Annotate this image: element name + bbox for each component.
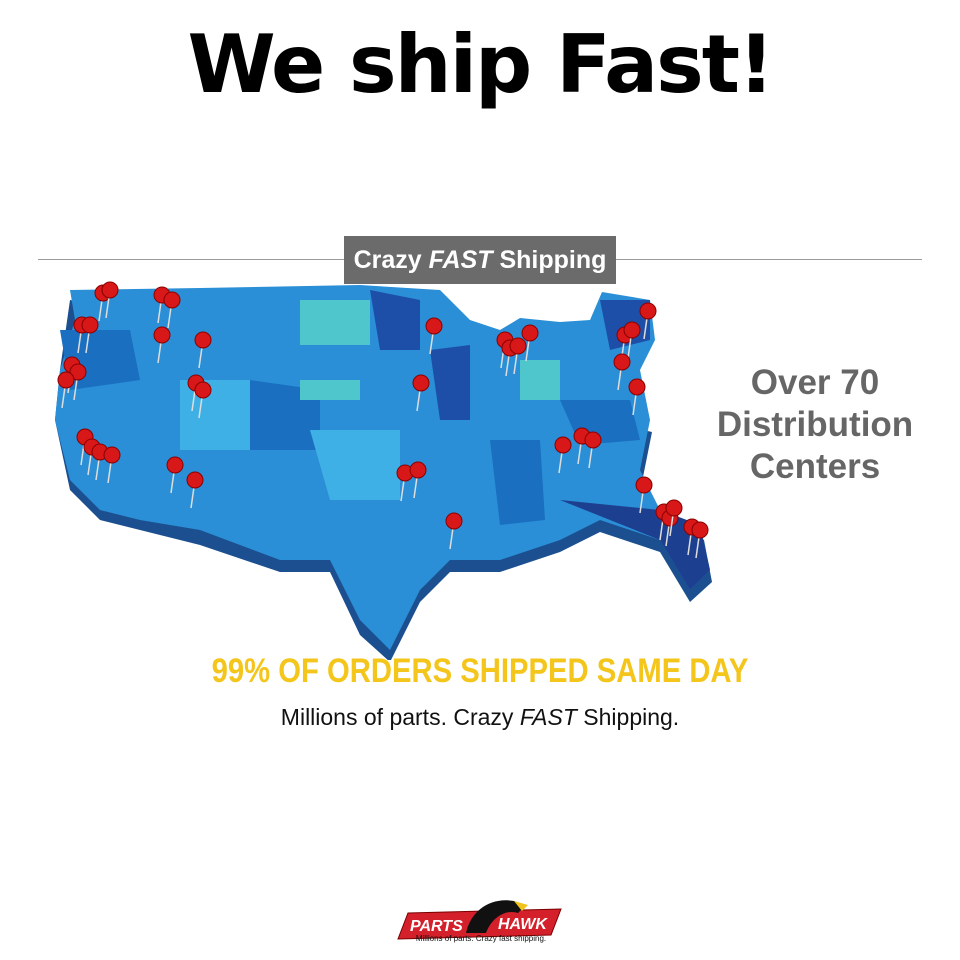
side-line-1: Over 70 [750, 363, 880, 402]
map-pin-icon [425, 317, 443, 335]
hawk-head-icon [466, 900, 526, 933]
map-pin-icon [103, 446, 121, 464]
side-line-2: Distribution [716, 405, 914, 444]
banner-text-3: Shipping [499, 246, 607, 274]
same-day-text: 99% OF ORDERS SHIPPED SAME DAY [211, 652, 749, 690]
logo-tagline: Millions of parts. Crazy fast shipping. [415, 934, 547, 943]
state-region [300, 380, 360, 400]
map-pin-icon [554, 436, 572, 454]
map-pin-icon [628, 378, 646, 396]
map-pin-icon [81, 316, 99, 334]
map-pin-icon [194, 331, 212, 349]
state-region [600, 300, 650, 350]
map-pin-icon [623, 321, 641, 339]
distribution-centers-text: Over 70 Distribution Centers [710, 362, 920, 488]
map-pin-icon [153, 326, 171, 344]
state-region [300, 300, 370, 345]
subline-2: FAST [519, 704, 577, 730]
shipping-banner: Crazy FAST Shipping [344, 236, 616, 284]
state-region [180, 380, 250, 450]
map-pin-icon [639, 302, 657, 320]
state-region [490, 440, 545, 525]
map-pin-icon [445, 512, 463, 530]
map-pin-icon [521, 324, 539, 342]
map-pin-icon [186, 471, 204, 489]
map-pin-icon [409, 461, 427, 479]
partshawk-logo[interactable]: PARTS HAWK [396, 890, 566, 950]
map-pin-icon [166, 456, 184, 474]
us-map [55, 281, 712, 660]
map-pin-icon [69, 363, 87, 381]
map-pin-icon [584, 431, 602, 449]
divider-right [616, 259, 922, 260]
subline: Millions of parts. Crazy FAST Shipping. [0, 704, 960, 731]
banner-text-1: Crazy [353, 246, 422, 274]
subline-3: Shipping. [583, 704, 680, 730]
logo-hawk: HAWK [498, 916, 548, 933]
map-pin-icon [691, 521, 709, 539]
state-region [430, 345, 470, 420]
map-pin-icon [101, 281, 119, 299]
state-region [370, 290, 420, 350]
side-line-3: Centers [749, 447, 881, 486]
headline: We ship Fast! [187, 18, 775, 111]
state-region [520, 360, 560, 400]
map-pin-icon [163, 291, 181, 309]
map-pin-icon [412, 374, 430, 392]
logo-parts: PARTS [410, 918, 463, 935]
map-pin-icon [194, 381, 212, 399]
map-pin-icon [57, 371, 75, 389]
map-pin-icon [613, 353, 631, 371]
state-region [310, 430, 400, 500]
map-pin-icon [665, 499, 683, 517]
divider-left [38, 259, 344, 260]
subline-1: Millions of parts. Crazy [280, 704, 514, 730]
map-pin-icon [509, 337, 527, 355]
map-pin-icon [635, 476, 653, 494]
banner-text-2: FAST [428, 246, 493, 274]
